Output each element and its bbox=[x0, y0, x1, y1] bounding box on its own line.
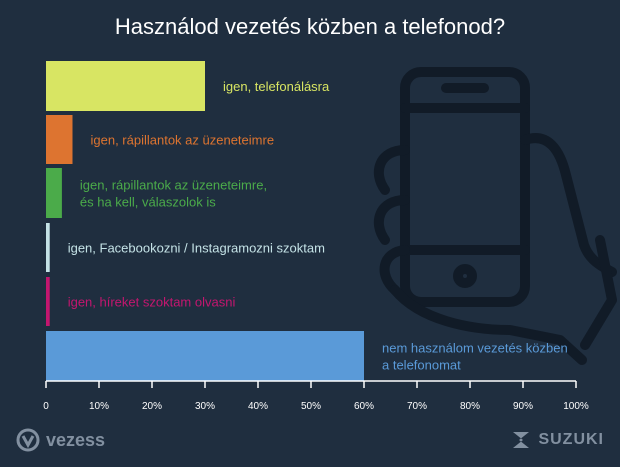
hand-phone-icon bbox=[373, 67, 617, 365]
vezess-logo-text: vezess bbox=[46, 429, 106, 450]
x-tick-label-2: 20% bbox=[142, 401, 162, 412]
x-tick-label-8: 80% bbox=[460, 401, 480, 412]
x-tick-label-10: 100% bbox=[563, 401, 589, 412]
bar-2 bbox=[46, 168, 62, 218]
x-tick-label-6: 60% bbox=[354, 401, 374, 412]
vezess-logo-icon bbox=[16, 428, 40, 452]
bar-label-0-0: igen, telefonálásra bbox=[223, 79, 330, 94]
bar-5 bbox=[46, 331, 364, 381]
bar-label-2-0: igen, rápillantok az üzeneteimre, bbox=[80, 178, 267, 193]
x-tick-label-1: 10% bbox=[89, 401, 109, 412]
x-tick-label-4: 40% bbox=[248, 401, 268, 412]
bar-label-1-0: igen, rápillantok az üzeneteimre bbox=[91, 133, 275, 148]
x-tick-label-5: 50% bbox=[301, 401, 321, 412]
x-tick-label-7: 70% bbox=[407, 401, 427, 412]
bar-label-2-1: és ha kell, válaszolok is bbox=[80, 195, 216, 210]
x-tick-label-9: 90% bbox=[513, 401, 533, 412]
bar-3 bbox=[46, 223, 50, 272]
suzuki-logo-icon bbox=[513, 432, 530, 448]
x-tick-label-3: 30% bbox=[195, 401, 215, 412]
bar-label-5-0: nem használom vezetés közben bbox=[382, 341, 568, 356]
suzuki-logo-text: SUZUKI bbox=[538, 431, 604, 448]
bar-4 bbox=[46, 277, 50, 326]
x-tick-label-0: 0 bbox=[43, 401, 49, 412]
bar-0 bbox=[46, 61, 205, 111]
vezess-logo: vezess bbox=[16, 426, 105, 454]
chart-title: Használod vezetés közben a telefonod? bbox=[114, 14, 506, 39]
bar-label-5-1: a telefonomat bbox=[382, 358, 461, 373]
bar-1 bbox=[46, 115, 73, 164]
bar-label-3-0: igen, Facebookozni / Instagramozni szokt… bbox=[68, 241, 325, 256]
suzuki-logo: SUZUKI bbox=[510, 426, 604, 454]
bar-label-4-0: igen, híreket szoktam olvasni bbox=[68, 295, 236, 310]
